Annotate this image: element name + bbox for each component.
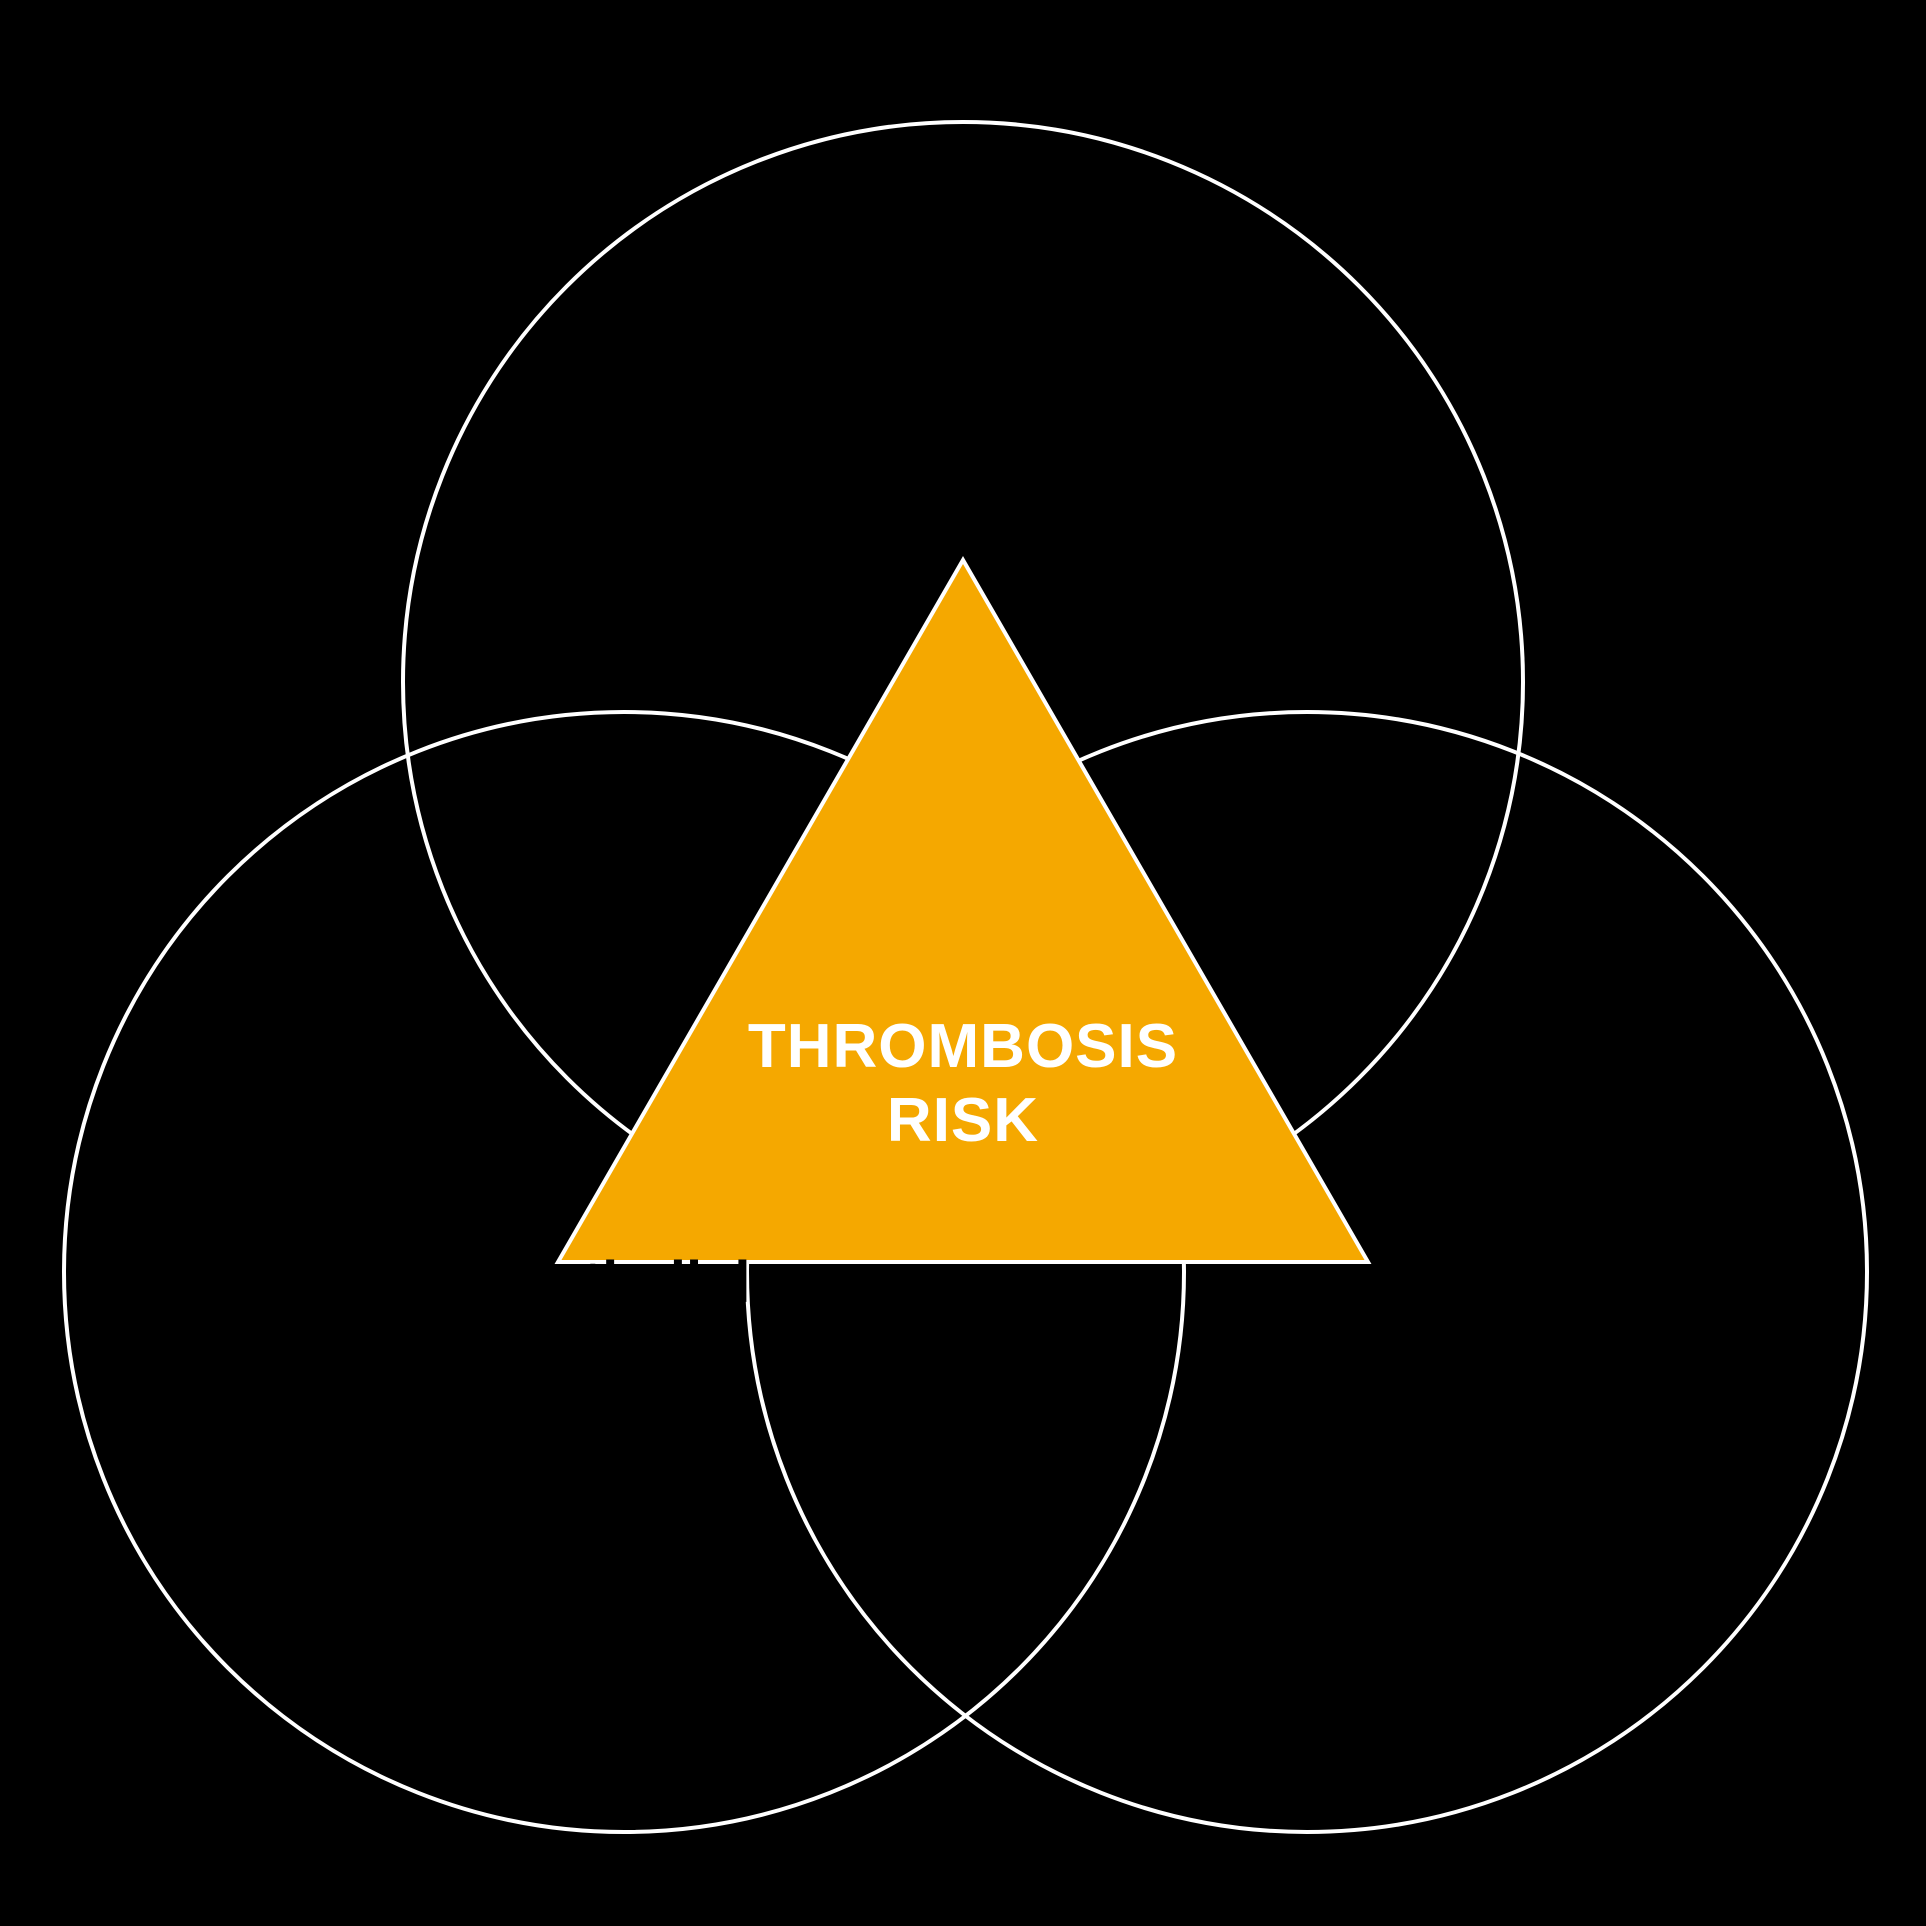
label-left-text: Vascular endothelial damage bbox=[190, 1250, 751, 1382]
label-triangle-line2: RISK bbox=[663, 1084, 1263, 1158]
venn-diagram: Hypercoagulability of blood Vascular end… bbox=[0, 0, 1926, 1926]
label-right: Blood flow stasis bbox=[1130, 1258, 1770, 1325]
label-triangle-line1: THROMBOSIS bbox=[663, 1010, 1263, 1084]
label-left: Vascular endothelial damage bbox=[150, 1250, 790, 1383]
venn-circles-svg bbox=[0, 0, 1926, 1926]
label-triangle: THROMBOSIS RISK bbox=[663, 1010, 1263, 1159]
label-top: Hypercoagulability of blood bbox=[563, 440, 1363, 507]
